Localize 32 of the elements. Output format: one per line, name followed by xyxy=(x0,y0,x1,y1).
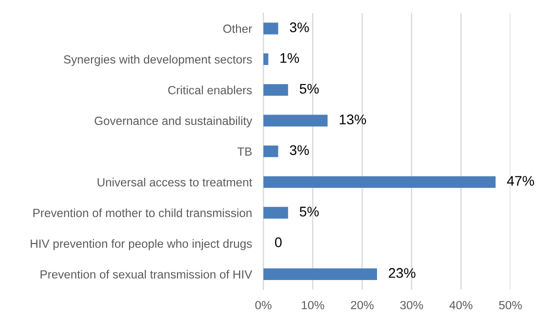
data-label: 3% xyxy=(290,22,309,32)
x-tick-label: 0% xyxy=(255,300,272,310)
y-tick-label: Universal access to treatment xyxy=(98,178,252,186)
data-label: 13% xyxy=(340,114,366,124)
bar xyxy=(263,146,278,158)
y-tick-label: Synergies with development sectors xyxy=(64,54,252,66)
bar xyxy=(263,22,278,34)
bar xyxy=(263,53,268,66)
data-label: 5% xyxy=(300,84,319,94)
bar xyxy=(263,206,288,219)
bar xyxy=(263,268,378,280)
x-tick-label: 40% xyxy=(449,300,472,310)
y-tick-label: Critical enablers xyxy=(168,86,252,94)
y-tick-label: TB xyxy=(237,147,252,156)
y-tick-label: Prevention of mother to child transmission xyxy=(33,208,252,218)
data-label: 0 xyxy=(275,237,282,248)
data-label: 3% xyxy=(290,145,309,156)
x-tick-label: 50% xyxy=(499,300,522,310)
x-tick-label: 10% xyxy=(302,300,324,310)
data-label: 47% xyxy=(507,176,534,186)
x-tick-label: 30% xyxy=(400,300,423,310)
data-label: 23% xyxy=(388,268,416,278)
bar xyxy=(263,176,496,188)
y-tick-label: Prevention of sexual transmission of HIV xyxy=(40,270,252,279)
data-label: 5% xyxy=(300,206,319,216)
x-tick-label: 20% xyxy=(350,300,374,310)
data-label: 1% xyxy=(280,53,299,63)
y-tick-label: Governance and sustainability xyxy=(94,116,252,128)
bar xyxy=(263,84,288,96)
y-tick-label: HIV prevention for people who inject drugs xyxy=(30,239,252,250)
bar xyxy=(263,114,328,126)
y-tick-label: Other xyxy=(223,24,252,33)
